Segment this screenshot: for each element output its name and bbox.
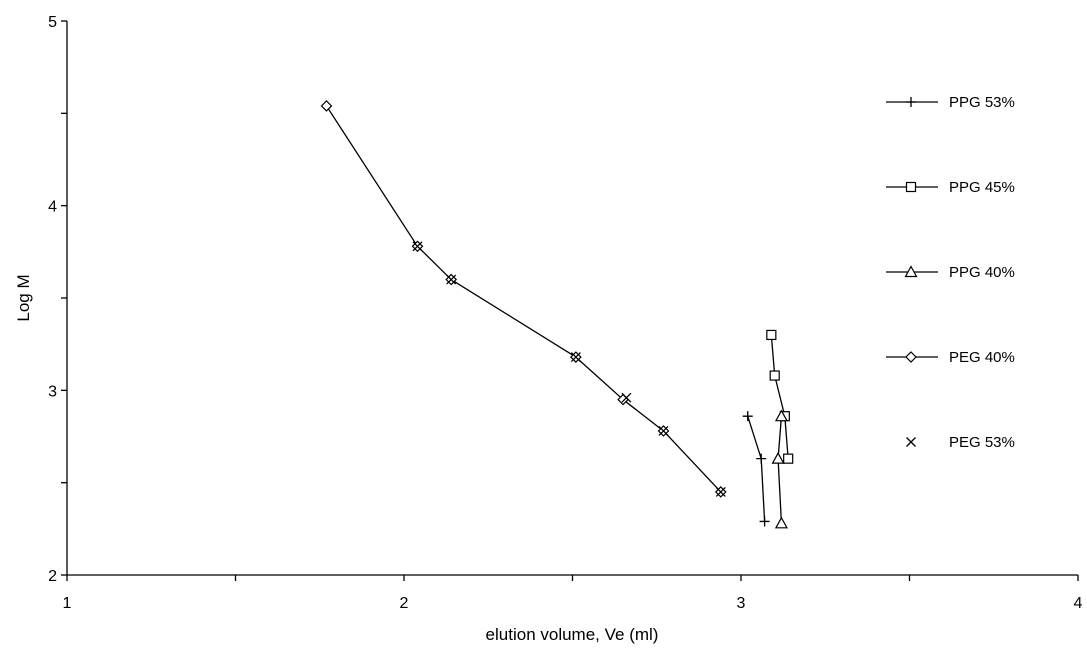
square-marker xyxy=(905,181,917,193)
x-tick-label: 1 xyxy=(63,595,72,612)
y-tick-label: 5 xyxy=(48,14,57,31)
y-tick-label: 3 xyxy=(48,383,57,400)
x-tick-label: 4 xyxy=(1074,595,1083,612)
legend-label: PPG 45% xyxy=(949,179,1015,196)
legend-label: PPG 53% xyxy=(949,94,1015,111)
cross-marker xyxy=(446,274,457,285)
y-tick-label: 2 xyxy=(48,568,57,585)
cross-marker xyxy=(906,437,916,447)
series-lines xyxy=(325,105,789,524)
plus-marker xyxy=(759,516,770,527)
diamond-marker xyxy=(905,351,917,363)
plus-marker xyxy=(906,97,916,107)
x-tick-label: 3 xyxy=(737,595,746,612)
legend: PPG 53% PPG 45% PPG 40% PEG 40% PEG 53% xyxy=(886,94,1015,451)
square-marker xyxy=(783,453,794,464)
plus-marker xyxy=(756,453,767,464)
series-line xyxy=(747,415,766,522)
cross-marker xyxy=(715,486,726,497)
x-axis-label: elution volume, Ve (ml) xyxy=(486,625,659,644)
square-marker xyxy=(766,329,777,341)
triangle-marker xyxy=(774,409,788,422)
triangle-marker xyxy=(904,265,918,278)
series-line xyxy=(777,416,783,524)
y-axis-label: Log M xyxy=(14,274,33,321)
cross-marker xyxy=(570,352,581,363)
y-tick-label: 4 xyxy=(48,199,57,216)
x-tick-label: 2 xyxy=(400,595,409,612)
cross-marker xyxy=(412,241,423,252)
series-markers xyxy=(320,100,794,529)
square-marker xyxy=(769,370,780,381)
plus-marker xyxy=(742,411,753,422)
series-line xyxy=(770,334,789,459)
triangle-marker xyxy=(774,516,788,529)
diamond-marker xyxy=(320,100,333,112)
cross-marker xyxy=(621,392,632,403)
cross-marker xyxy=(658,426,669,436)
legend-label: PPG 40% xyxy=(949,264,1015,281)
legend-label: PEG 53% xyxy=(949,434,1015,451)
triangle-marker xyxy=(771,451,785,464)
legend-label: PEG 40% xyxy=(949,349,1015,366)
